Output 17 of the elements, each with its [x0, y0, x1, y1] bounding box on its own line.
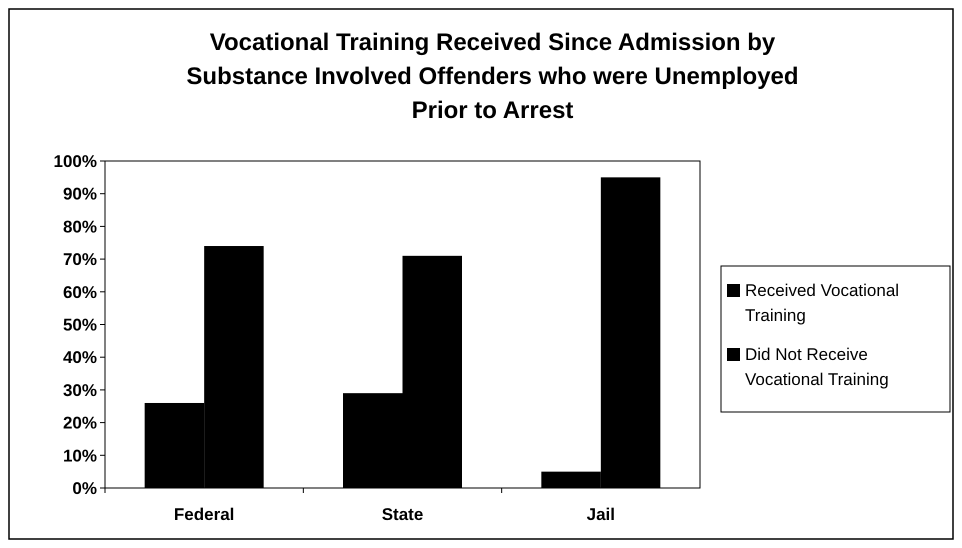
y-tick-label: 80% [62, 217, 97, 236]
y-tick-label: 30% [62, 380, 97, 400]
y-tick-label: 70% [62, 250, 97, 270]
y-tick-label: 20% [62, 414, 97, 433]
legend-label: Received Vocational Training [745, 281, 900, 325]
y-tick-label: 100% [54, 152, 97, 171]
y-tick-label: 50% [62, 315, 97, 334]
x-tick-label: Federal [174, 505, 234, 524]
y-tick-label: 40% [62, 348, 97, 368]
y-tick-label: 10% [62, 446, 97, 466]
chart-title: Vocational Training Received Since Admission by Substance Involved Offenders who were Unemployed Prior to Arrest [186, 29, 799, 124]
x-tick-label: Jail [586, 505, 616, 524]
y-tick-label: 60% [62, 282, 97, 302]
y-tick-label: 0% [72, 478, 97, 498]
legend-label: Did Not Receive Vocational Training [745, 345, 889, 389]
x-tick-label: State [382, 505, 424, 524]
y-tick-label: 90% [62, 184, 97, 204]
